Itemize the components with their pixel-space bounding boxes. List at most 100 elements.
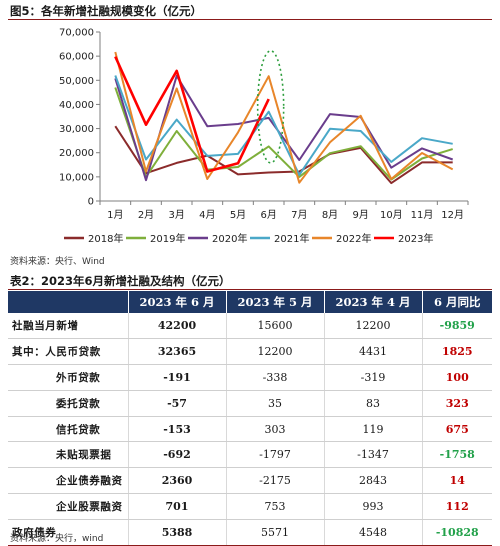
table-row: 企业股票融资 701 753 993 112	[8, 493, 492, 521]
financing-table: 2023 年 6 月 2023 年 5 月 2023 年 4 月 6 月同比 社…	[8, 291, 492, 546]
cell-apr: 119	[323, 416, 422, 443]
cell-may: 12200	[225, 338, 324, 365]
table-source-note: 资料来源：央行，wind	[10, 534, 104, 544]
cell-jun: 2360	[127, 467, 226, 495]
table-row: 其中：人民币贷款 32365 12200 4431 1825	[8, 338, 492, 365]
line-chart: 0 10,000 20,000 30,000 40,000 50,000 60,000 70,…	[59, 28, 469, 245]
cell-yoy: 675	[421, 416, 492, 443]
header-cell-apr: 2023 年 4 月	[323, 291, 422, 313]
series-line-2023年	[114, 56, 270, 173]
cell-yoy: 323	[421, 390, 492, 417]
y-tick-label: 10,000	[59, 172, 94, 183]
series-line-2021年	[114, 75, 453, 176]
x-tick-label: 10月	[380, 209, 403, 221]
row-label: 企业股票融资	[8, 493, 128, 521]
highlight-ellipse	[256, 50, 285, 164]
cell-may: -2175	[225, 467, 324, 495]
cell-may: 5571	[225, 519, 324, 546]
legend-label: 2019年	[150, 232, 185, 245]
cell-may: 753	[225, 493, 324, 521]
cell-yoy: -9859	[421, 313, 492, 339]
x-tick-label: 3月	[168, 209, 184, 221]
cell-yoy: 1825	[421, 338, 492, 365]
row-label: 委托贷款	[8, 390, 128, 417]
header-cell-yoy: 6 月同比	[421, 291, 492, 313]
cell-apr: 4548	[323, 519, 422, 546]
header-cell-jun: 2023 年 6 月	[127, 291, 226, 313]
cell-may: 15600	[225, 313, 324, 339]
x-tick-label: 7月	[291, 209, 307, 221]
row-label: 其中：人民币贷款	[8, 338, 128, 365]
x-tick-label: 1月	[107, 209, 123, 221]
x-tick-label: 6月	[260, 209, 276, 221]
cell-may: 35	[225, 390, 324, 417]
cell-apr: -319	[323, 364, 422, 391]
cell-jun: -57	[127, 390, 226, 417]
table-row: 外币贷款 -191 -338 -319 100	[8, 364, 492, 391]
table-title: 表2：2023年6月新增社融及结构（亿元）	[10, 274, 231, 288]
series-line-2018年	[114, 125, 453, 185]
table-row: 信托贷款 -153 303 119 675	[8, 416, 492, 443]
series-line-2022年	[114, 51, 454, 184]
cell-apr: 4431	[323, 338, 422, 365]
y-tick-label: 30,000	[59, 124, 94, 135]
row-label: 信托贷款	[8, 416, 128, 443]
header-cell-may: 2023 年 5 月	[225, 291, 324, 313]
legend-label: 2021年	[274, 232, 309, 245]
cell-jun: 701	[127, 493, 226, 521]
legend-label: 2018年	[88, 232, 123, 245]
table-row: 企业债券融资 2360 -2175 2843 14	[8, 467, 492, 495]
cell-apr: 83	[323, 390, 422, 417]
figure-title: 图5：各年新增社融规模变化（亿元）	[10, 4, 202, 18]
x-tick-label: 11月	[411, 209, 434, 221]
table-title-rule	[8, 289, 492, 290]
table-row: 委托贷款 -57 35 83 323	[8, 390, 492, 417]
y-tick-label: 60,000	[59, 52, 94, 63]
legend-label: 2022年	[336, 232, 371, 245]
row-label: 社融当月新增	[8, 313, 128, 339]
cell-apr: 2843	[323, 467, 422, 495]
y-tick-label: 70,000	[59, 28, 94, 39]
cell-apr: 12200	[323, 313, 422, 339]
cell-jun: 32365	[127, 338, 226, 365]
cell-jun: 5388	[127, 519, 226, 546]
table-row: 社融当月新增 42200 15600 12200 -9859	[8, 313, 492, 339]
row-label: 企业债券融资	[8, 467, 128, 495]
x-tick-label: 4月	[199, 209, 215, 221]
legend-label: 2020年	[212, 232, 247, 245]
chart-source-note: 资料来源：央行、Wind	[10, 257, 105, 267]
table-header-row: 2023 年 6 月 2023 年 5 月 2023 年 4 月 6 月同比	[8, 291, 492, 313]
table-row: 政府债券 5388 5571 4548 -10828	[8, 519, 492, 546]
cell-jun: 42200	[127, 313, 226, 339]
y-tick-label: 40,000	[59, 100, 94, 111]
title-rule	[8, 19, 492, 20]
cell-apr: -1347	[323, 441, 422, 469]
cell-may: 303	[225, 416, 324, 443]
x-tick-label: 8月	[322, 209, 338, 221]
row-label: 政府债券	[8, 519, 128, 546]
cell-apr: 993	[323, 493, 422, 521]
cell-yoy: 100	[421, 364, 492, 391]
y-tick-label: 20,000	[59, 148, 94, 159]
cell-jun: -191	[127, 364, 226, 391]
header-cell-label	[8, 291, 128, 313]
row-label: 外币贷款	[8, 364, 128, 391]
x-tick-label: 9月	[352, 209, 368, 221]
cell-yoy: 14	[421, 467, 492, 495]
y-tick-label: 50,000	[59, 76, 94, 87]
legend-label: 2023年	[398, 232, 433, 245]
x-tick-label: 12月	[441, 209, 464, 221]
x-tick-label: 5月	[230, 209, 246, 221]
cell-jun: -153	[127, 416, 226, 443]
table-row: 未贴现票据 -692 -1797 -1347 -1758	[8, 441, 492, 469]
cell-jun: -692	[127, 441, 226, 469]
cell-yoy: -1758	[421, 441, 492, 469]
cell-yoy: 112	[421, 493, 492, 521]
x-tick-label: 2月	[138, 209, 154, 221]
y-tick-label: 0	[88, 197, 94, 208]
cell-may: -1797	[225, 441, 324, 469]
series-line-2019年	[114, 87, 453, 181]
cell-yoy: -10828	[421, 519, 492, 546]
cell-may: -338	[225, 364, 324, 391]
series-line-2020年	[114, 74, 454, 182]
